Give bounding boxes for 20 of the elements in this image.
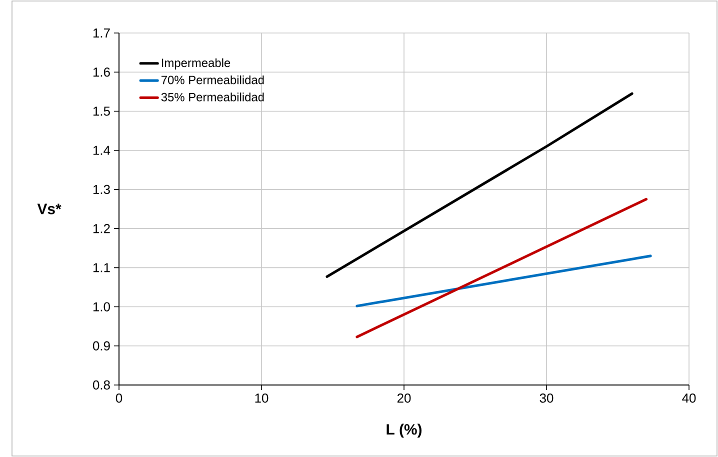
x-axis-title: L (%) <box>386 424 422 438</box>
y-tick-label: 1.7 <box>93 28 110 38</box>
x-tick-label: 40 <box>682 394 696 403</box>
y-tick-label: 1.6 <box>93 68 110 77</box>
y-tick-label: 0.9 <box>92 341 110 350</box>
y-tick-label: 1.5 <box>93 106 110 116</box>
y-tick-label: 1.2 <box>93 224 110 234</box>
legend-label: Impermeable <box>162 58 230 70</box>
y-tick-label: 0.8 <box>92 380 110 390</box>
y-axis-title: Vs* <box>37 204 62 214</box>
y-tick-label: 1.3 <box>93 184 110 194</box>
y-tick-label: 1.1 <box>93 263 110 272</box>
x-tick-label: 0 <box>116 394 122 403</box>
legend-label: 35% Permeabilidad <box>161 92 264 102</box>
y-tick-label: 1.4 <box>93 146 110 155</box>
x-tick-label: 30 <box>540 394 554 403</box>
y-tick-label: 1.0 <box>93 302 110 312</box>
x-tick-label: 20 <box>397 394 411 403</box>
legend-label: 70% Permeabilidad <box>161 75 264 84</box>
x-tick-label: 10 <box>255 394 268 403</box>
